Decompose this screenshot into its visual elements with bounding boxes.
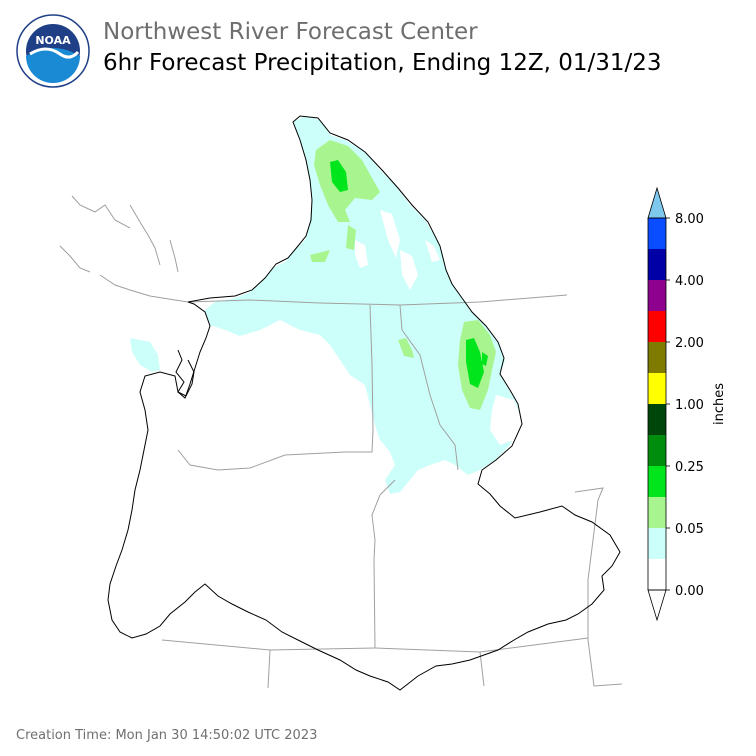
basin-boundary [107,115,621,691]
noaa-logo-text: NOAA [35,34,71,47]
header: NOAA Northwest River Forecast Center 6hr… [0,0,756,100]
precip-area-main [205,116,520,494]
state-borders [59,195,623,689]
forecast-center-title: Northwest River Forecast Center [103,19,478,45]
puget-sound-coast [175,349,195,397]
precip-green-areas [330,160,488,388]
precip-area-coast [130,338,160,372]
creation-time: Creation Time: Mon Jan 30 14:50:02 UTC 2… [16,728,318,743]
noaa-logo: NOAA [16,14,90,88]
precip-holes [355,210,522,445]
precip-cyan-areas [130,116,520,494]
product-title: 6hr Forecast Precipitation, Ending 12Z, … [103,50,662,76]
